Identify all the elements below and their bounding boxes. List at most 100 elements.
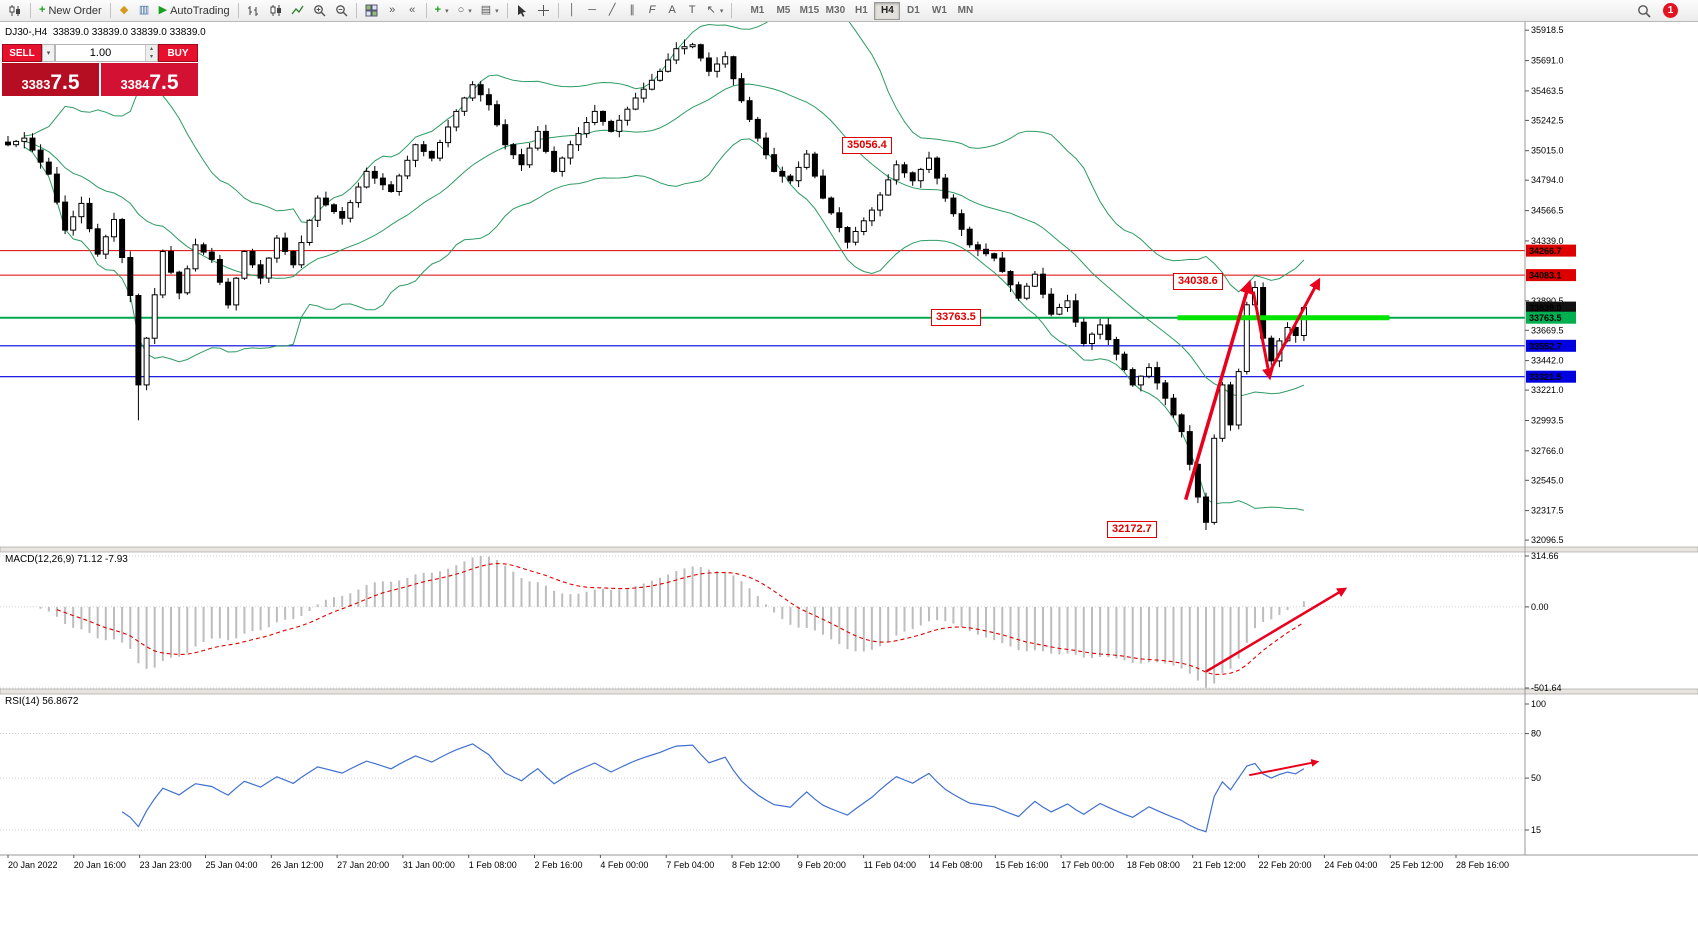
data-window-icon: ▥	[138, 4, 150, 16]
line-chart-button[interactable]	[287, 1, 308, 20]
new-order-button[interactable]: + New Order	[35, 1, 106, 20]
svg-text:20 Jan 16:00: 20 Jan 16:00	[74, 860, 126, 870]
trend-arrows[interactable]	[1184, 277, 1348, 777]
toolbar-separator	[237, 3, 239, 18]
horizontal-level-lines[interactable]	[0, 250, 1525, 378]
autotrading-label: AutoTrading	[170, 4, 230, 17]
candlestick-chart-button[interactable]	[265, 1, 286, 20]
new-order-label: New Order	[48, 4, 102, 17]
price-axis[interactable]: 35918.5 35691.0 35463.5 35242.5 35015.0 34794…	[1525, 25, 1576, 835]
expert-advisors-button[interactable]: ◆	[115, 1, 134, 20]
cursor-icon	[517, 5, 526, 17]
volume-input[interactable]	[56, 45, 145, 61]
trade-panel-dropdown[interactable]: ▾	[42, 44, 55, 62]
timeframe-m5[interactable]: M5	[770, 2, 796, 20]
svg-text:32766.0: 32766.0	[1531, 446, 1564, 456]
timeframe-m1[interactable]: M1	[744, 2, 770, 20]
volume-box: ▴ ▾	[55, 44, 158, 62]
toolbar-separator	[109, 3, 111, 18]
main-toolbar: + New Order ◆ ▥ ▶ AutoTrading » «	[0, 0, 1698, 22]
timeframe-m30[interactable]: M30	[822, 2, 848, 20]
equidistant-channel-button[interactable]: ∥	[623, 1, 642, 20]
text-icon: A	[668, 4, 676, 16]
svg-text:33669.5: 33669.5	[1531, 325, 1564, 335]
fibonacci-button[interactable]: F	[643, 1, 662, 20]
svg-text:25 Jan 04:00: 25 Jan 04:00	[206, 860, 258, 870]
periods-button[interactable]: ○ ▾	[454, 1, 476, 20]
svg-text:21 Feb 12:00: 21 Feb 12:00	[1193, 860, 1246, 870]
svg-text:35918.5: 35918.5	[1531, 25, 1564, 35]
label-button[interactable]: T	[683, 1, 702, 20]
search-button[interactable]	[1633, 1, 1655, 20]
search-icon	[1638, 4, 1651, 18]
chart-canvas[interactable]: 35918.5 35691.0 35463.5 35242.5 35015.0 34794…	[0, 22, 1698, 943]
time-axis[interactable]: 20 Jan 2022 20 Jan 16:00 23 Jan 23:00 25 Ja…	[7, 855, 1509, 870]
svg-text:35015.0: 35015.0	[1531, 146, 1564, 156]
timeframe-d1[interactable]: D1	[900, 2, 926, 20]
toolbar-separator	[731, 3, 733, 18]
expert-advisors-icon: ◆	[119, 4, 129, 16]
arrows-tool-button[interactable]: ↖ ▾	[703, 1, 728, 20]
timeframe-h1[interactable]: H1	[848, 2, 874, 20]
trend-arrow	[1269, 277, 1321, 370]
auto-scroll-button[interactable]: »	[383, 1, 402, 20]
cursor-button[interactable]	[512, 1, 532, 20]
timeframe-mn[interactable]: MN	[952, 2, 978, 20]
crosshair-button[interactable]	[533, 1, 554, 20]
svg-text:33839.0: 33839.0	[1529, 303, 1562, 313]
svg-text:32317.5: 32317.5	[1531, 506, 1564, 516]
text-button[interactable]: A	[663, 1, 682, 20]
svg-text:32993.5: 32993.5	[1531, 416, 1564, 426]
bar-chart-button[interactable]	[243, 1, 264, 20]
templates-button[interactable]: ▤ ▾	[477, 1, 503, 20]
horizontal-line-button[interactable]: ─	[583, 1, 602, 20]
svg-text:33221.0: 33221.0	[1531, 385, 1564, 395]
autotrading-button[interactable]: ▶ AutoTrading	[155, 1, 234, 20]
svg-text:34794.0: 34794.0	[1531, 175, 1564, 185]
volume-decrement-button[interactable]: ▾	[146, 53, 157, 61]
svg-text:32545.0: 32545.0	[1531, 475, 1564, 485]
buy-price[interactable]: 3384 7.5	[101, 63, 198, 96]
timeframe-m15[interactable]: M15	[796, 2, 822, 20]
svg-text:33321.5: 33321.5	[1529, 372, 1562, 382]
svg-text:-501.64: -501.64	[1531, 683, 1562, 693]
svg-text:34566.5: 34566.5	[1531, 206, 1564, 216]
vertical-line-button[interactable]: │	[563, 1, 582, 20]
candlestick-icon	[270, 5, 281, 16]
trade-panel-prices: 3383 7.5 3384 7.5	[2, 63, 198, 96]
toolbar-right-group: 1	[1633, 1, 1694, 20]
timeframe-w1[interactable]: W1	[926, 2, 952, 20]
svg-text:33763.5: 33763.5	[1529, 313, 1562, 323]
channel-icon: ∥	[629, 4, 635, 16]
timeframe-h4[interactable]: H4	[874, 1, 901, 20]
charts-menu-button[interactable]	[4, 1, 26, 20]
new-order-icon: +	[39, 4, 46, 16]
svg-text:80: 80	[1531, 729, 1541, 739]
svg-text:28 Feb 16:00: 28 Feb 16:00	[1456, 860, 1509, 870]
zoom-out-button[interactable]	[331, 1, 352, 20]
add-indicator-button[interactable]: + ▾	[431, 1, 453, 20]
notifications-badge[interactable]: 1	[1663, 3, 1678, 18]
trendline-button[interactable]: ╱	[603, 1, 622, 20]
label-icon: T	[688, 4, 696, 16]
sell-button[interactable]: SELL	[2, 44, 42, 62]
svg-text:18 Feb 08:00: 18 Feb 08:00	[1127, 860, 1180, 870]
svg-text:14 Feb 08:00: 14 Feb 08:00	[930, 860, 983, 870]
data-window-button[interactable]: ▥	[135, 1, 154, 20]
tile-windows-button[interactable]	[361, 1, 382, 20]
svg-text:15 Feb 16:00: 15 Feb 16:00	[995, 860, 1048, 870]
add-indicator-icon: +	[434, 4, 442, 16]
chart-window[interactable]: 35918.5 35691.0 35463.5 35242.5 35015.0 34794…	[0, 22, 1698, 943]
bar-chart-icon	[247, 6, 258, 16]
svg-text:26 Jan 12:00: 26 Jan 12:00	[271, 860, 323, 870]
chart-shift-button[interactable]: «	[403, 1, 422, 20]
svg-text:32096.5: 32096.5	[1531, 535, 1564, 545]
candlestick-chart-icon	[9, 5, 20, 16]
svg-text:2 Feb 16:00: 2 Feb 16:00	[535, 860, 583, 870]
volume-increment-button[interactable]: ▴	[146, 45, 157, 53]
zoom-in-button[interactable]	[309, 1, 330, 20]
trade-panel-controls: SELL ▾ ▴ ▾ BUY	[2, 44, 198, 62]
svg-text:50: 50	[1531, 773, 1541, 783]
sell-price[interactable]: 3383 7.5	[2, 63, 99, 96]
buy-button[interactable]: BUY	[158, 44, 198, 62]
